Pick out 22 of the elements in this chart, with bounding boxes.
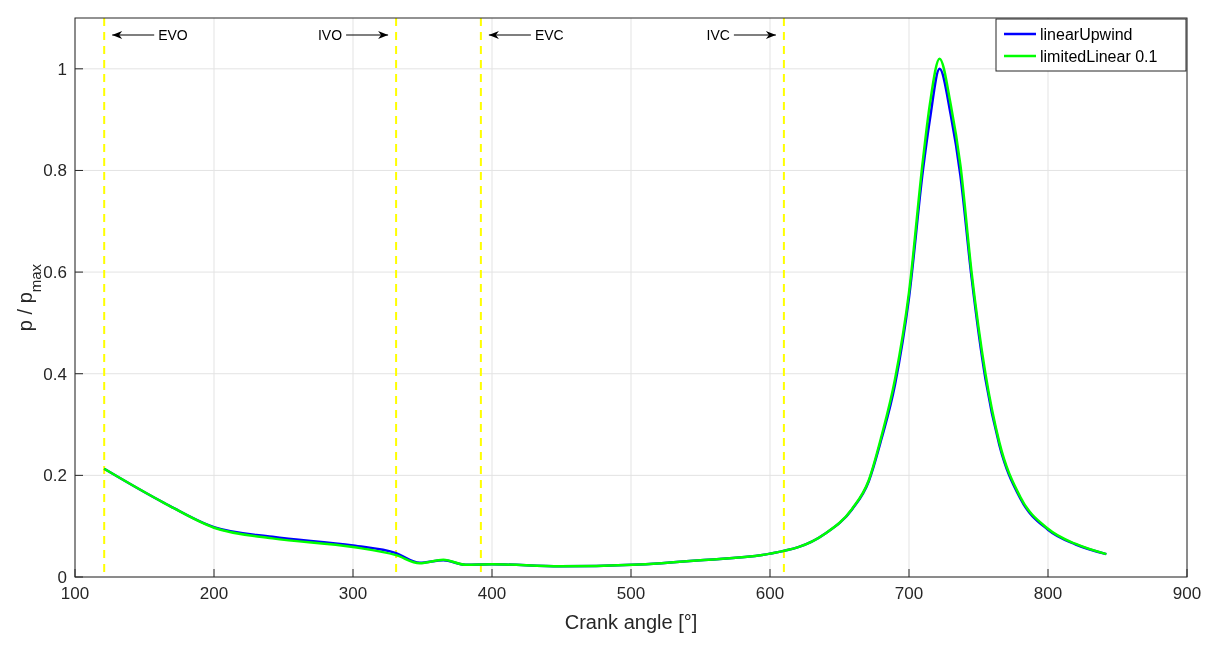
x-tick-label: 400 (477, 584, 507, 603)
ref-line-label: EVO (158, 27, 188, 43)
y-tick-label: 1 (57, 59, 67, 79)
x-tick-label: 300 (338, 584, 368, 603)
x-tick-label: 800 (1033, 584, 1063, 603)
x-tick-label: 200 (199, 584, 229, 603)
x-tick-label: 900 (1172, 584, 1202, 603)
x-tick-label: 600 (755, 584, 785, 603)
y-tick-label: 0.2 (43, 466, 67, 486)
legend-label: linearUpwind (1040, 26, 1133, 43)
ref-line-label: IVC (706, 27, 730, 43)
ref-line-label: IVO (317, 27, 343, 43)
x-axis-title: Crank angle [°] (564, 611, 698, 633)
x-tick-label: 100 (60, 584, 90, 603)
y-tick-label: 0 (57, 568, 67, 587)
y-tick-label: 0.4 (43, 364, 67, 384)
y-tick-label: 0.6 (43, 263, 67, 283)
y-tick-label: 0.8 (43, 161, 67, 181)
x-tick-label: 700 (894, 584, 924, 603)
ref-line-label: EVC (534, 27, 564, 43)
x-tick-label: 500 (616, 584, 646, 603)
legend-label: limitedLinear 0.1 (1040, 48, 1158, 65)
